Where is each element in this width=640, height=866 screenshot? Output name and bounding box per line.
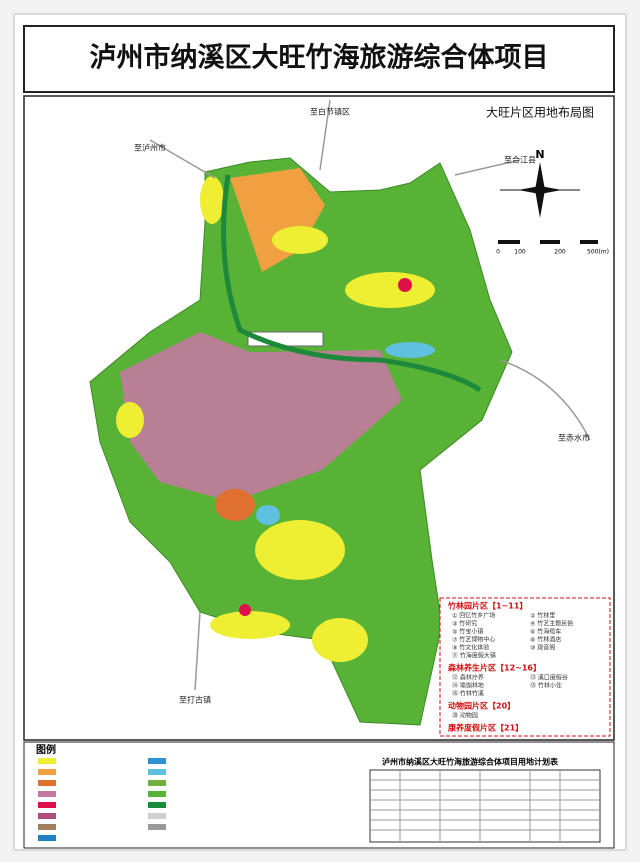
yellow-patch <box>116 402 144 438</box>
legend-swatch <box>38 769 56 775</box>
legend-swatch <box>148 791 166 797</box>
scale-label: 500(m) <box>587 249 609 256</box>
place-label: 至泸州市 <box>134 143 166 153</box>
zone-item: ⑯ 竹林竹溪 <box>452 690 484 698</box>
place-label: 至赤水市 <box>558 433 590 443</box>
place-label: 至打古镇 <box>179 695 211 705</box>
legend-swatch <box>148 780 166 786</box>
yellow-patch <box>312 618 368 662</box>
zone-legend-box <box>439 597 611 737</box>
water <box>256 505 280 525</box>
scale-label: 100 <box>514 249 526 256</box>
legend-swatch <box>148 758 166 764</box>
legend-swatches <box>38 758 166 841</box>
legend-swatch <box>148 802 166 808</box>
red-site <box>398 278 412 292</box>
compass-rose <box>500 162 580 218</box>
zone-item: ⑧ 竹林酒店 <box>530 636 561 644</box>
title-box <box>23 25 615 93</box>
zone-item: ⑩ 观音阁 <box>530 644 555 652</box>
yellow-patch <box>200 176 224 224</box>
legend-swatch <box>38 813 56 819</box>
zone-item: ⑥ 竹海缆车 <box>530 628 561 636</box>
zone-item: ⑪ 竹海度假大镇 <box>452 652 496 660</box>
legend-swatch <box>38 758 56 764</box>
road <box>149 99 591 691</box>
legend-swatch <box>148 769 166 775</box>
zone-item: ① 回忆竹乡广场 <box>452 612 495 620</box>
legend-swatch <box>38 791 56 797</box>
scale-bar <box>498 240 598 244</box>
table-grid <box>369 769 601 843</box>
zone-title: 森林养生片区【12~16】 <box>448 663 541 673</box>
resort-zone <box>120 332 402 502</box>
zone-item: ④ 竹艺主题民俗 <box>530 620 573 628</box>
scale-label: 0 <box>496 249 500 256</box>
zone-item: ⑳ 动物园 <box>452 712 478 720</box>
zone-item: ⑭ 瑜伽林地 <box>452 682 484 690</box>
compass-label: N <box>535 148 544 161</box>
title: 泸州市纳溪区大旺竹海旅游综合体项目 <box>90 42 549 74</box>
legend-title: 图例 <box>36 743 56 756</box>
place-label: 至白节镇区 <box>310 107 350 117</box>
zone-item: ③ 竹研究 <box>452 620 477 628</box>
table-title: 泸州市纳溪区大旺竹海旅游综合体项目用地计划表 <box>382 757 559 767</box>
scale-bar <box>520 240 540 244</box>
legend-swatch <box>38 780 56 786</box>
scale-label: 200 <box>554 249 566 256</box>
zone-item: ⑨ 竹文化体验 <box>452 644 489 652</box>
water <box>385 342 435 358</box>
zone-item: ⑤ 竹宝小镇 <box>452 628 483 636</box>
zone-item: ⑬ 溪口度假谷 <box>530 674 568 682</box>
table-lines <box>370 770 600 842</box>
zone-item: ⑦ 竹艺博物中心 <box>452 636 495 644</box>
legend-swatch <box>148 824 166 830</box>
highway <box>221 174 482 393</box>
scale-bar <box>560 240 580 244</box>
yellow-patch <box>272 226 328 254</box>
legend-swatch <box>38 802 56 808</box>
place-label: 至合江县 <box>504 155 536 165</box>
yellow-patch <box>255 520 345 580</box>
zone-title: 竹林园片区【1~11】 <box>447 601 527 611</box>
zone-item: ⑫ 森林疗养 <box>452 674 484 682</box>
legend-swatch <box>148 813 166 819</box>
yellow-patch <box>210 611 290 639</box>
yellow-patch <box>345 272 435 308</box>
zone-title: 康养度假片区【21】 <box>448 723 523 733</box>
map-subtitle: 大旺片区用地布局图 <box>486 106 594 120</box>
red-site <box>239 604 251 616</box>
legend-swatch <box>38 824 56 830</box>
zone-item: ⑮ 竹林小住 <box>530 682 562 690</box>
orange-patch <box>215 489 255 521</box>
zone-title: 动物园片区【20】 <box>448 701 515 711</box>
zone-item: ② 竹林里 <box>530 612 555 620</box>
legend-swatch <box>38 835 56 841</box>
